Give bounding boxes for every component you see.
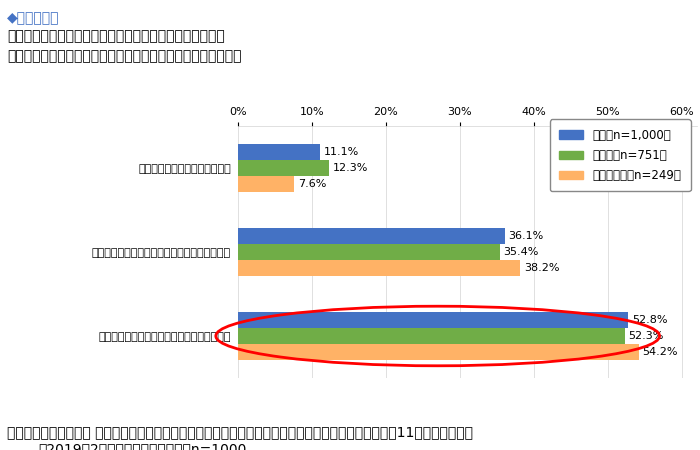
Text: 12.3%: 12.3% (332, 163, 368, 173)
Legend: 全体（n=1,000）, 戸建て（n=751）, マンション（n=249）: 全体（n=1,000）, 戸建て（n=751）, マンション（n=249） (550, 119, 691, 191)
Text: 38.2%: 38.2% (524, 263, 560, 273)
Bar (238, 261, 521, 276)
Bar (238, 244, 500, 260)
Bar (238, 228, 505, 243)
Text: 35.4%: 35.4% (503, 247, 539, 257)
Bar (238, 176, 294, 192)
Text: 7.6%: 7.6% (298, 179, 326, 189)
Text: 54.2%: 54.2% (643, 347, 678, 357)
Bar (238, 144, 320, 160)
Bar (238, 328, 625, 344)
Text: リフォーム支援制度の認知は約５割。利用は約１割に留まる。: リフォーム支援制度の認知は約５割。利用は約１割に留まる。 (7, 50, 241, 63)
Text: 52.3%: 52.3% (629, 331, 664, 341)
Text: 52.8%: 52.8% (632, 315, 668, 325)
Bar (238, 160, 329, 176)
Text: 11.1%: 11.1% (324, 147, 359, 157)
Text: リフォーム支援制度の利用及び認知状況（住宅の種類別）: リフォーム支援制度の利用及び認知状況（住宅の種類別） (7, 29, 225, 43)
Text: 【出典】一般社団法人 住宅リフォーム推進協議会「住宅リフォーム潜在需要者の意識と行動に関する第11回調査報告書」: 【出典】一般社団法人 住宅リフォーム推進協議会「住宅リフォーム潜在需要者の意識と… (7, 425, 473, 439)
Text: （2019年2月報告）　調査全体数：n=1000: （2019年2月報告） 調査全体数：n=1000 (38, 442, 247, 450)
Bar (238, 312, 629, 328)
Text: ◆参考資料２: ◆参考資料２ (7, 11, 60, 25)
Text: 36.1%: 36.1% (509, 231, 544, 241)
Bar (238, 344, 639, 360)
